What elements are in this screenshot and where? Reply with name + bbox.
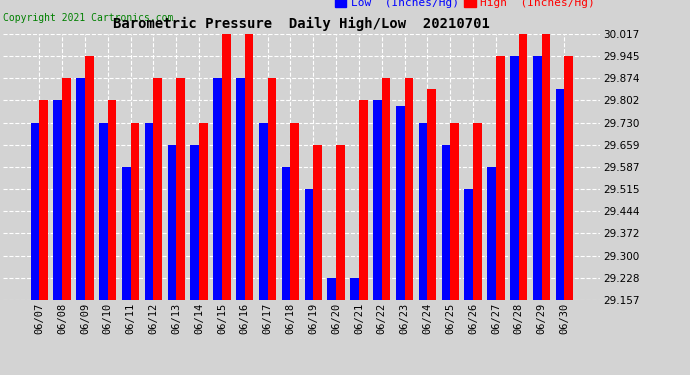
Bar [419, 123, 428, 300]
Bar [533, 56, 542, 300]
Bar [53, 100, 62, 300]
Bar [382, 78, 391, 300]
Bar [313, 145, 322, 300]
Bar [236, 78, 245, 300]
Bar [176, 78, 185, 300]
Bar [199, 123, 208, 300]
Bar [304, 189, 313, 300]
Bar [428, 89, 436, 300]
Bar [122, 167, 130, 300]
Bar [268, 78, 276, 300]
Bar [351, 278, 359, 300]
Bar [519, 34, 527, 300]
Bar [336, 145, 345, 300]
Bar [153, 78, 162, 300]
Bar [259, 123, 268, 300]
Bar [62, 78, 71, 300]
Bar [213, 78, 222, 300]
Bar [39, 100, 48, 300]
Bar [487, 167, 496, 300]
Bar [130, 123, 139, 300]
Title: Barometric Pressure  Daily High/Low  20210701: Barometric Pressure Daily High/Low 20210… [113, 17, 491, 31]
Bar [328, 278, 336, 300]
Bar [451, 123, 459, 300]
Text: Copyright 2021 Cartronics.com: Copyright 2021 Cartronics.com [3, 13, 174, 23]
Bar [464, 189, 473, 300]
Bar [77, 78, 85, 300]
Bar [556, 89, 564, 300]
Bar [190, 145, 199, 300]
Bar [359, 100, 368, 300]
Bar [442, 145, 451, 300]
Bar [404, 78, 413, 300]
Bar [245, 34, 253, 300]
Bar [473, 123, 482, 300]
Bar [108, 100, 117, 300]
Legend: Low  (Inches/Hg), High  (Inches/Hg): Low (Inches/Hg), High (Inches/Hg) [335, 0, 595, 8]
Bar [222, 34, 230, 300]
Bar [168, 145, 176, 300]
Bar [373, 100, 382, 300]
Bar [85, 56, 94, 300]
Bar [145, 123, 153, 300]
Bar [290, 123, 299, 300]
Bar [396, 106, 404, 300]
Bar [496, 56, 504, 300]
Bar [99, 123, 108, 300]
Bar [564, 56, 573, 300]
Bar [510, 56, 519, 300]
Bar [542, 34, 551, 300]
Bar [30, 123, 39, 300]
Bar [282, 167, 290, 300]
